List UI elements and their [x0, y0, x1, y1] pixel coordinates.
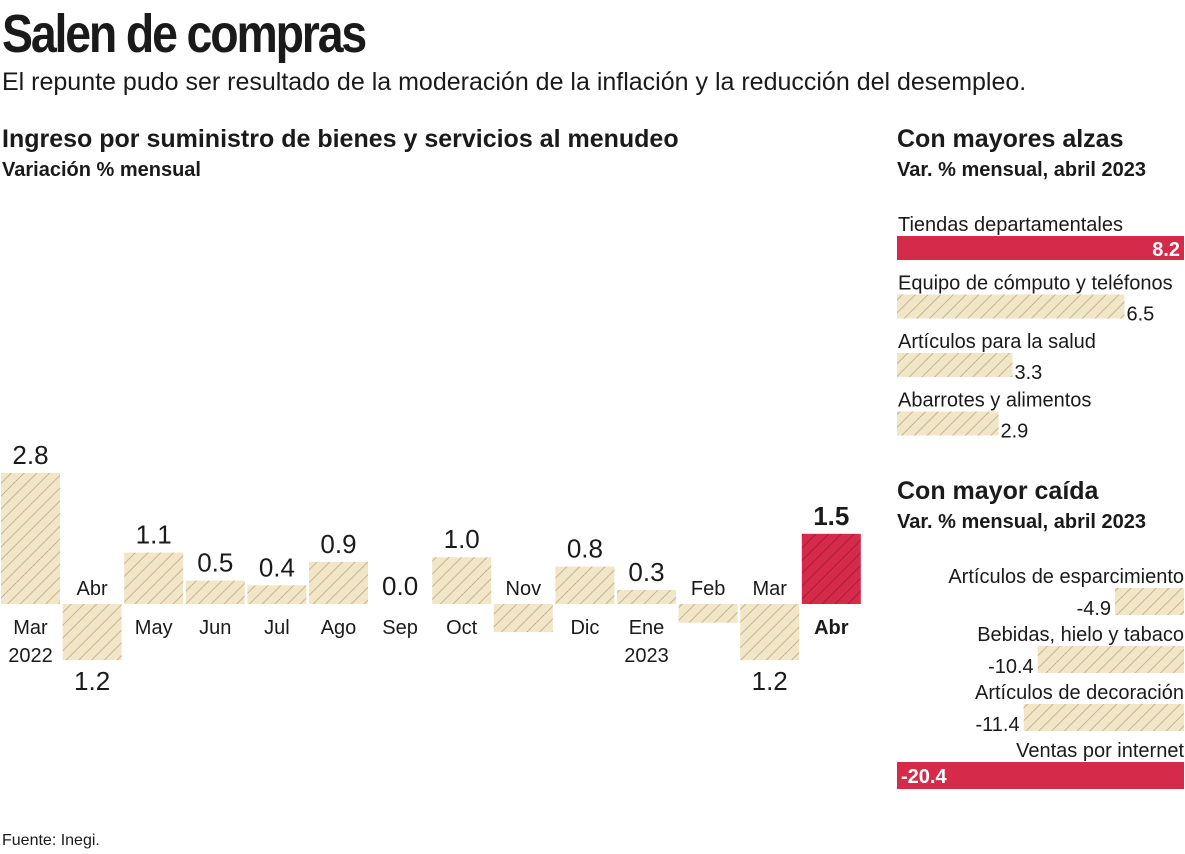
top-rises-subtitle: Var. % mensual, abril 2023	[897, 159, 1147, 181]
rise-value-4: 2.9	[1001, 421, 1029, 443]
fall-category-4: Ventas por internet	[1016, 740, 1184, 762]
fall-bar-4	[897, 762, 1184, 789]
fall-category-1: Artículos de esparcimiento	[948, 566, 1184, 588]
bar-1	[1, 473, 60, 604]
bar-11	[617, 589, 676, 604]
rise-value-2: 6.5	[1127, 304, 1155, 326]
value-label-14: 1.5	[813, 501, 849, 531]
top-rises-title: Con mayores alzas	[897, 125, 1124, 153]
top-falls-subtitle: Var. % mensual, abril 2023	[897, 511, 1147, 533]
fall-category-2: Bebidas, hielo y tabaco	[977, 624, 1184, 646]
value-label-6: 0.9	[320, 529, 356, 559]
rise-category-4: Abarrotes y alimentos	[898, 390, 1091, 412]
category-label-13: Mar	[752, 578, 787, 600]
bar-4	[185, 580, 245, 604]
bar-3	[124, 552, 184, 604]
bar-8	[432, 557, 492, 604]
category-label-3: May	[135, 617, 173, 639]
bar-10	[555, 566, 615, 604]
value-label-5: 0.4	[259, 552, 295, 582]
category-label-9: Nov	[506, 578, 542, 600]
fall-bar-1	[1115, 588, 1184, 615]
category-label-14: Abr	[814, 617, 849, 639]
main-chart-subtitle: Variación % mensual	[2, 159, 201, 181]
category-label-10: Dic	[570, 617, 599, 639]
category-label-6: Ago	[321, 617, 357, 639]
fall-bar-2	[1037, 646, 1184, 673]
value-label-4: 0.5	[197, 548, 233, 578]
category-label-7: Sep	[382, 617, 418, 639]
value-label-3: 1.1	[136, 520, 172, 550]
value-label-10: 0.8	[567, 534, 603, 564]
year-label-11: 2023	[624, 645, 669, 667]
fall-bar-3	[1023, 704, 1184, 731]
value-label-13: 1.2	[752, 666, 788, 696]
category-label-11: Ene	[629, 617, 665, 639]
fall-value-1: -4.9	[1077, 598, 1111, 620]
rise-bar-3	[897, 353, 1013, 377]
year-label-1: 2022	[8, 645, 53, 667]
source-note: Fuente: Inegi.	[2, 832, 100, 849]
page-title: Salen de compras	[2, 4, 367, 64]
rise-category-1: Tiendas departamentales	[898, 214, 1123, 236]
value-label-7: 0.0	[382, 571, 418, 601]
bar-12	[678, 604, 738, 623]
fall-value-4: -20.4	[901, 766, 947, 788]
page-subtitle: El repunte pudo ser resultado de la mode…	[2, 68, 1027, 96]
fall-category-3: Artículos de decoración	[975, 682, 1184, 704]
category-label-1: Mar	[13, 617, 48, 639]
rise-value-3: 3.3	[1015, 362, 1043, 384]
fall-value-3: -11.4	[976, 714, 1020, 736]
category-label-5: Jul	[264, 617, 290, 639]
bar-13	[740, 604, 800, 661]
main-chart-title: Ingreso por suministro de bienes y servi…	[2, 125, 679, 153]
category-label-2: Abr	[77, 578, 108, 600]
rise-value-1: 8.2	[1152, 239, 1180, 261]
rise-bar-4	[897, 411, 999, 436]
rise-category-3: Artículos para la salud	[898, 331, 1096, 353]
bar-9	[493, 604, 553, 633]
category-label-8: Oct	[446, 617, 478, 639]
value-label-11: 0.3	[628, 557, 664, 587]
value-label-1: 2.8	[12, 440, 48, 470]
rise-category-2: Equipo de cómputo y teléfonos	[898, 273, 1173, 295]
category-label-4: Jun	[199, 617, 231, 639]
rise-bar-2	[897, 294, 1125, 319]
value-label-8: 1.0	[444, 524, 480, 554]
bar-2	[62, 604, 122, 661]
bar-6	[309, 561, 368, 604]
bar-14	[801, 533, 861, 604]
fall-value-2: -10.4	[988, 656, 1034, 678]
top-falls-title: Con mayor caída	[897, 477, 1099, 505]
bar-5	[247, 585, 307, 604]
category-label-12: Feb	[691, 578, 725, 600]
value-label-2: 1.2	[74, 666, 110, 696]
rise-bar-1	[897, 236, 1184, 260]
